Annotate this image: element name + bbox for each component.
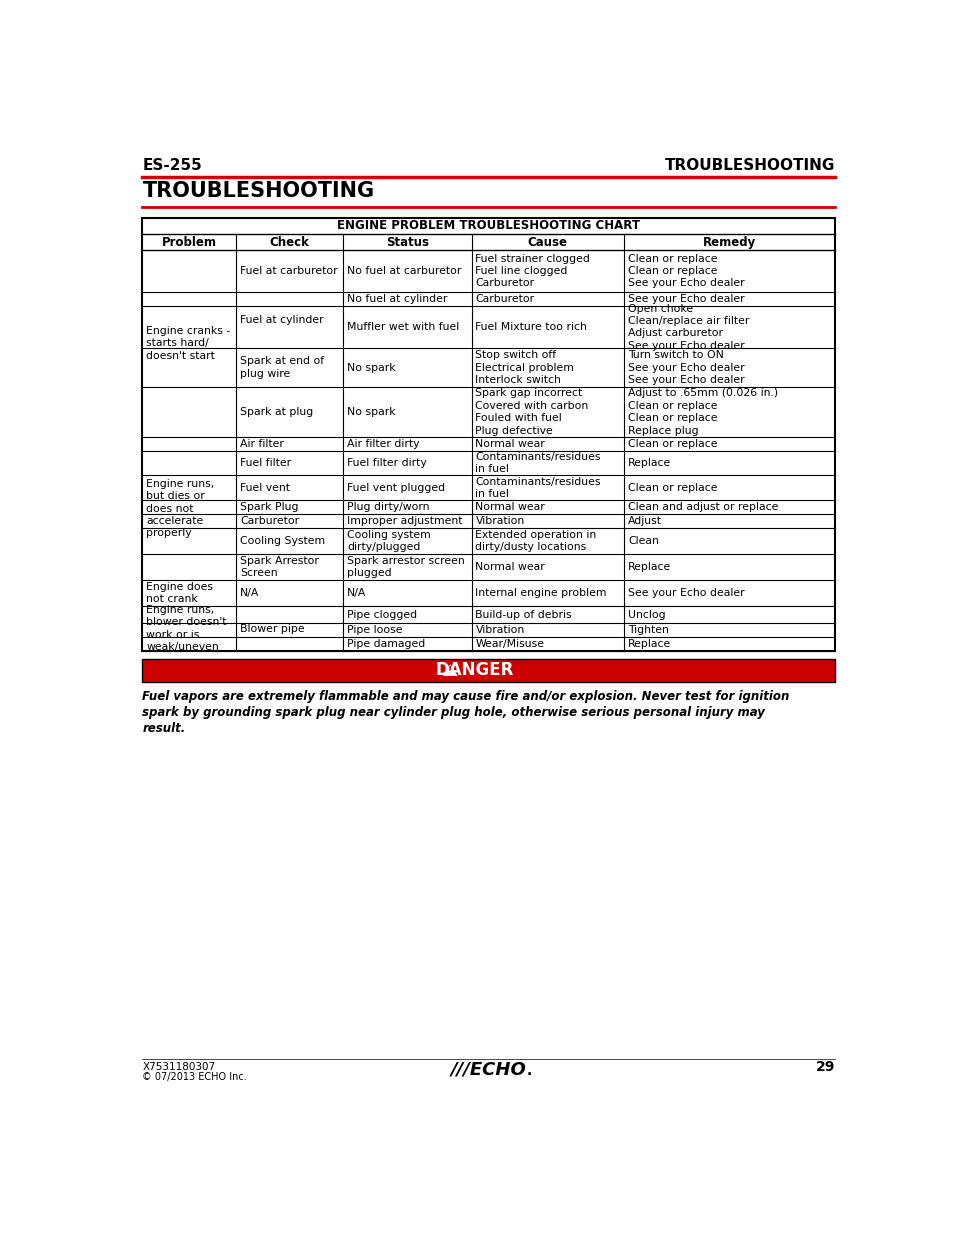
Text: Spark at plug: Spark at plug (239, 406, 313, 417)
Text: Fuel filter: Fuel filter (239, 458, 291, 468)
Text: No fuel at carburetor: No fuel at carburetor (347, 266, 461, 275)
Text: Wear/Misuse: Wear/Misuse (475, 638, 544, 650)
Text: !: ! (448, 666, 452, 676)
Text: Fuel at cylinder: Fuel at cylinder (239, 315, 323, 325)
Text: ES-255: ES-255 (142, 158, 202, 173)
Text: Muffler wet with fuel: Muffler wet with fuel (347, 322, 459, 332)
Text: No spark: No spark (347, 406, 395, 417)
Text: Replace: Replace (627, 562, 671, 572)
Text: Engine cranks -
starts hard/
doesn't start: Engine cranks - starts hard/ doesn't sta… (146, 326, 231, 361)
Text: Pipe loose: Pipe loose (347, 625, 402, 635)
Text: Clean or replace: Clean or replace (627, 483, 717, 493)
Text: Remedy: Remedy (702, 236, 756, 248)
Text: Air filter: Air filter (239, 438, 283, 448)
Text: Open choke
Clean/replace air filter
Adjust carburetor
See your Echo dealer: Open choke Clean/replace air filter Adju… (627, 304, 748, 351)
Text: Vibration: Vibration (475, 625, 524, 635)
Text: ///ECHO: ///ECHO (451, 1061, 526, 1079)
Text: .: . (526, 1065, 531, 1078)
Text: Fuel Mixture too rich: Fuel Mixture too rich (475, 322, 587, 332)
Text: Extended operation in
dirty/dusty locations: Extended operation in dirty/dusty locati… (475, 530, 597, 552)
Text: No spark: No spark (347, 363, 395, 373)
Text: Unclog: Unclog (627, 610, 665, 620)
Text: See your Echo dealer: See your Echo dealer (627, 294, 743, 304)
Text: N/A: N/A (347, 588, 366, 598)
Text: Blower pipe: Blower pipe (239, 624, 304, 634)
Text: Adjust: Adjust (627, 516, 661, 526)
Text: Normal wear: Normal wear (475, 562, 545, 572)
Text: Stop switch off
Electrical problem
Interlock switch: Stop switch off Electrical problem Inter… (475, 351, 574, 385)
Text: Fuel strainer clogged
Fuel line clogged
Carburetor: Fuel strainer clogged Fuel line clogged … (475, 253, 590, 289)
Text: Clean or replace
Clean or replace
See your Echo dealer: Clean or replace Clean or replace See yo… (627, 253, 743, 289)
Text: Plug dirty/worn: Plug dirty/worn (347, 501, 430, 513)
Text: Tighten: Tighten (627, 625, 668, 635)
Text: Fuel filter dirty: Fuel filter dirty (347, 458, 427, 468)
Text: Internal engine problem: Internal engine problem (475, 588, 606, 598)
Text: ENGINE PROBLEM TROUBLESHOOTING CHART: ENGINE PROBLEM TROUBLESHOOTING CHART (337, 220, 639, 232)
Text: Spark at end of
plug wire: Spark at end of plug wire (239, 357, 324, 379)
Text: Contaminants/residues
in fuel: Contaminants/residues in fuel (475, 452, 600, 474)
Text: No fuel at cylinder: No fuel at cylinder (347, 294, 447, 304)
Text: Adjust to .65mm (0.026 in.)
Clean or replace
Clean or replace
Replace plug: Adjust to .65mm (0.026 in.) Clean or rep… (627, 388, 778, 436)
Text: Replace: Replace (627, 638, 671, 650)
Text: TROUBLESHOOTING: TROUBLESHOOTING (664, 158, 835, 173)
Text: Cooling System: Cooling System (239, 536, 325, 546)
Text: Engine runs,
but dies or
does not
accelerate
properly: Engine runs, but dies or does not accele… (146, 479, 214, 538)
Bar (142, 217, 835, 651)
Text: Status: Status (386, 236, 429, 248)
Text: Pipe clogged: Pipe clogged (347, 610, 417, 620)
Text: © 07/2013 ECHO Inc.: © 07/2013 ECHO Inc. (142, 1072, 247, 1082)
Text: Carburetor: Carburetor (475, 294, 534, 304)
Text: Engine does
not crank: Engine does not crank (146, 582, 213, 604)
Text: Vibration: Vibration (475, 516, 524, 526)
Text: X7531180307: X7531180307 (142, 1062, 215, 1072)
Text: Turn switch to ON
See your Echo dealer
See your Echo dealer: Turn switch to ON See your Echo dealer S… (627, 351, 743, 385)
Text: Contaminants/residues
in fuel: Contaminants/residues in fuel (475, 477, 600, 499)
Text: DANGER: DANGER (436, 661, 514, 679)
Text: N/A: N/A (239, 588, 259, 598)
Text: Normal wear: Normal wear (475, 438, 545, 448)
Text: Fuel at carburetor: Fuel at carburetor (239, 266, 337, 275)
Text: Spark arrestor screen
plugged: Spark arrestor screen plugged (347, 556, 464, 578)
Text: Fuel vent: Fuel vent (239, 483, 290, 493)
Text: Pipe damaged: Pipe damaged (347, 638, 425, 650)
Bar (142, 658, 835, 682)
Text: See your Echo dealer: See your Echo dealer (627, 588, 743, 598)
Text: TROUBLESHOOTING: TROUBLESHOOTING (142, 180, 375, 200)
Text: Replace: Replace (627, 458, 671, 468)
Text: Clean or replace: Clean or replace (627, 438, 717, 448)
Text: Check: Check (270, 236, 310, 248)
Text: Carburetor: Carburetor (239, 516, 298, 526)
Text: Clean: Clean (627, 536, 659, 546)
Text: Normal wear: Normal wear (475, 501, 545, 513)
Text: Spark gap incorrect
Covered with carbon
Fouled with fuel
Plug defective: Spark gap incorrect Covered with carbon … (475, 388, 588, 436)
Text: 29: 29 (815, 1060, 835, 1073)
Text: Cause: Cause (527, 236, 567, 248)
Text: Problem: Problem (162, 236, 216, 248)
Text: Spark Arrestor
Screen: Spark Arrestor Screen (239, 556, 318, 578)
Text: Air filter dirty: Air filter dirty (347, 438, 419, 448)
Text: Fuel vapors are extremely flammable and may cause fire and/or explosion. Never t: Fuel vapors are extremely flammable and … (142, 689, 789, 735)
Text: Build-up of debris: Build-up of debris (475, 610, 572, 620)
Text: Clean and adjust or replace: Clean and adjust or replace (627, 501, 778, 513)
Text: Fuel vent plugged: Fuel vent plugged (347, 483, 445, 493)
Text: Cooling system
dirty/plugged: Cooling system dirty/plugged (347, 530, 431, 552)
Text: Spark Plug: Spark Plug (239, 501, 298, 513)
Text: Improper adjustment: Improper adjustment (347, 516, 462, 526)
Text: Engine runs,
blower doesn't
work or is
weak/uneven: Engine runs, blower doesn't work or is w… (146, 605, 227, 652)
Polygon shape (443, 664, 456, 676)
